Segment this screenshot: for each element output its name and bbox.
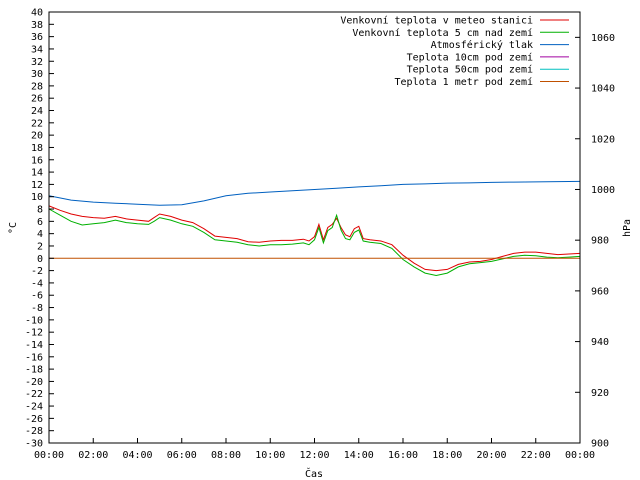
y2-tick-label: 1040 — [591, 84, 615, 95]
y-tick-label: -28 — [25, 426, 43, 437]
y-tick-label: -12 — [25, 328, 43, 339]
x-tick-label: 14:00 — [344, 450, 374, 461]
y-tick-label: -6 — [31, 291, 43, 302]
y2-tick-label: 920 — [591, 388, 609, 399]
y2-tick-label: 900 — [591, 439, 609, 450]
legend-label: Venkovní teplota v meteo stanici — [340, 15, 533, 27]
x-tick-label: 02:00 — [78, 450, 108, 461]
legend: Venkovní teplota v meteo staniciVenkovní… — [340, 15, 569, 88]
y-tick-label: 12 — [31, 180, 43, 191]
x-tick-label: 18:00 — [432, 450, 462, 461]
y-tick-label: 18 — [31, 143, 43, 154]
y-tick-label: -10 — [25, 315, 43, 326]
y-tick-label: 14 — [31, 168, 43, 179]
y-tick-label: -30 — [25, 439, 43, 450]
y-tick-label: 38 — [31, 20, 43, 31]
x-tick-label: 10:00 — [255, 450, 285, 461]
y-tick-label: 32 — [31, 57, 43, 68]
y-tick-label: 22 — [31, 118, 43, 129]
series-line-3 — [48, 180, 581, 206]
y-tick-label: -26 — [25, 414, 43, 425]
legend-label: Teplota 50cm pod zemí — [407, 64, 533, 76]
x-tick-label: 20:00 — [476, 450, 506, 461]
y-tick-label: 20 — [31, 131, 43, 142]
legend-label: Atmosférický tlak — [431, 39, 533, 51]
y2-tick-label: 940 — [591, 337, 609, 348]
y-tick-label: -18 — [25, 365, 43, 376]
series-layer — [48, 180, 581, 277]
y-tick-label: 0 — [37, 254, 43, 265]
legend-label: Teplota 10cm pod zemí — [407, 51, 533, 63]
y-tick-label: 30 — [31, 69, 43, 80]
ticks-layer: -30-28-26-24-22-20-18-16-14-12-10-8-6-4-… — [25, 8, 615, 462]
y-tick-label: -8 — [31, 303, 43, 314]
y2-tick-label: 1060 — [591, 33, 615, 44]
y-tick-label: 28 — [31, 81, 43, 92]
y-tick-label: -24 — [25, 402, 43, 413]
y2-tick-label: 960 — [591, 286, 609, 297]
x-tick-label: 16:00 — [388, 450, 418, 461]
x-axis-label: Čas — [305, 467, 323, 480]
legend-label: Venkovní teplota 5 cm nad zemí — [352, 27, 533, 39]
y-tick-label: 34 — [31, 44, 43, 55]
x-tick-label: 08:00 — [211, 450, 241, 461]
y-tick-label: -2 — [31, 266, 43, 277]
y-tick-label: -16 — [25, 352, 43, 363]
y2-tick-label: 980 — [591, 236, 609, 247]
y-tick-label: 10 — [31, 192, 43, 203]
x-tick-label: 06:00 — [167, 450, 197, 461]
y-tick-label: 4 — [37, 229, 43, 240]
y-tick-label: -22 — [25, 389, 43, 400]
y2-axis-label: hPa — [622, 219, 633, 237]
series-line-2 — [48, 208, 581, 277]
y-tick-label: 26 — [31, 94, 43, 105]
y-tick-label: 6 — [37, 217, 43, 228]
x-tick-label: 00:00 — [34, 450, 64, 461]
y-tick-label: 8 — [37, 205, 43, 216]
y-tick-label: 16 — [31, 155, 43, 166]
y-tick-label: -14 — [25, 340, 43, 351]
x-tick-label: 12:00 — [299, 450, 329, 461]
y-tick-label: 2 — [37, 241, 43, 252]
legend-label: Teplota 1 metr pod zemí — [395, 76, 533, 88]
y2-tick-label: 1000 — [591, 185, 615, 196]
x-tick-label: 04:00 — [122, 450, 152, 461]
y-tick-label: -20 — [25, 377, 43, 388]
series-line-1 — [48, 205, 581, 272]
y2-tick-label: 1020 — [591, 134, 615, 145]
x-tick-label: 00:00 — [565, 450, 595, 461]
y-tick-label: 40 — [31, 8, 43, 19]
y-tick-label: 24 — [31, 106, 43, 117]
y-tick-label: -4 — [31, 278, 43, 289]
x-tick-label: 22:00 — [521, 450, 551, 461]
y-axis-label: °C — [8, 222, 19, 234]
y-tick-label: 36 — [31, 32, 43, 43]
